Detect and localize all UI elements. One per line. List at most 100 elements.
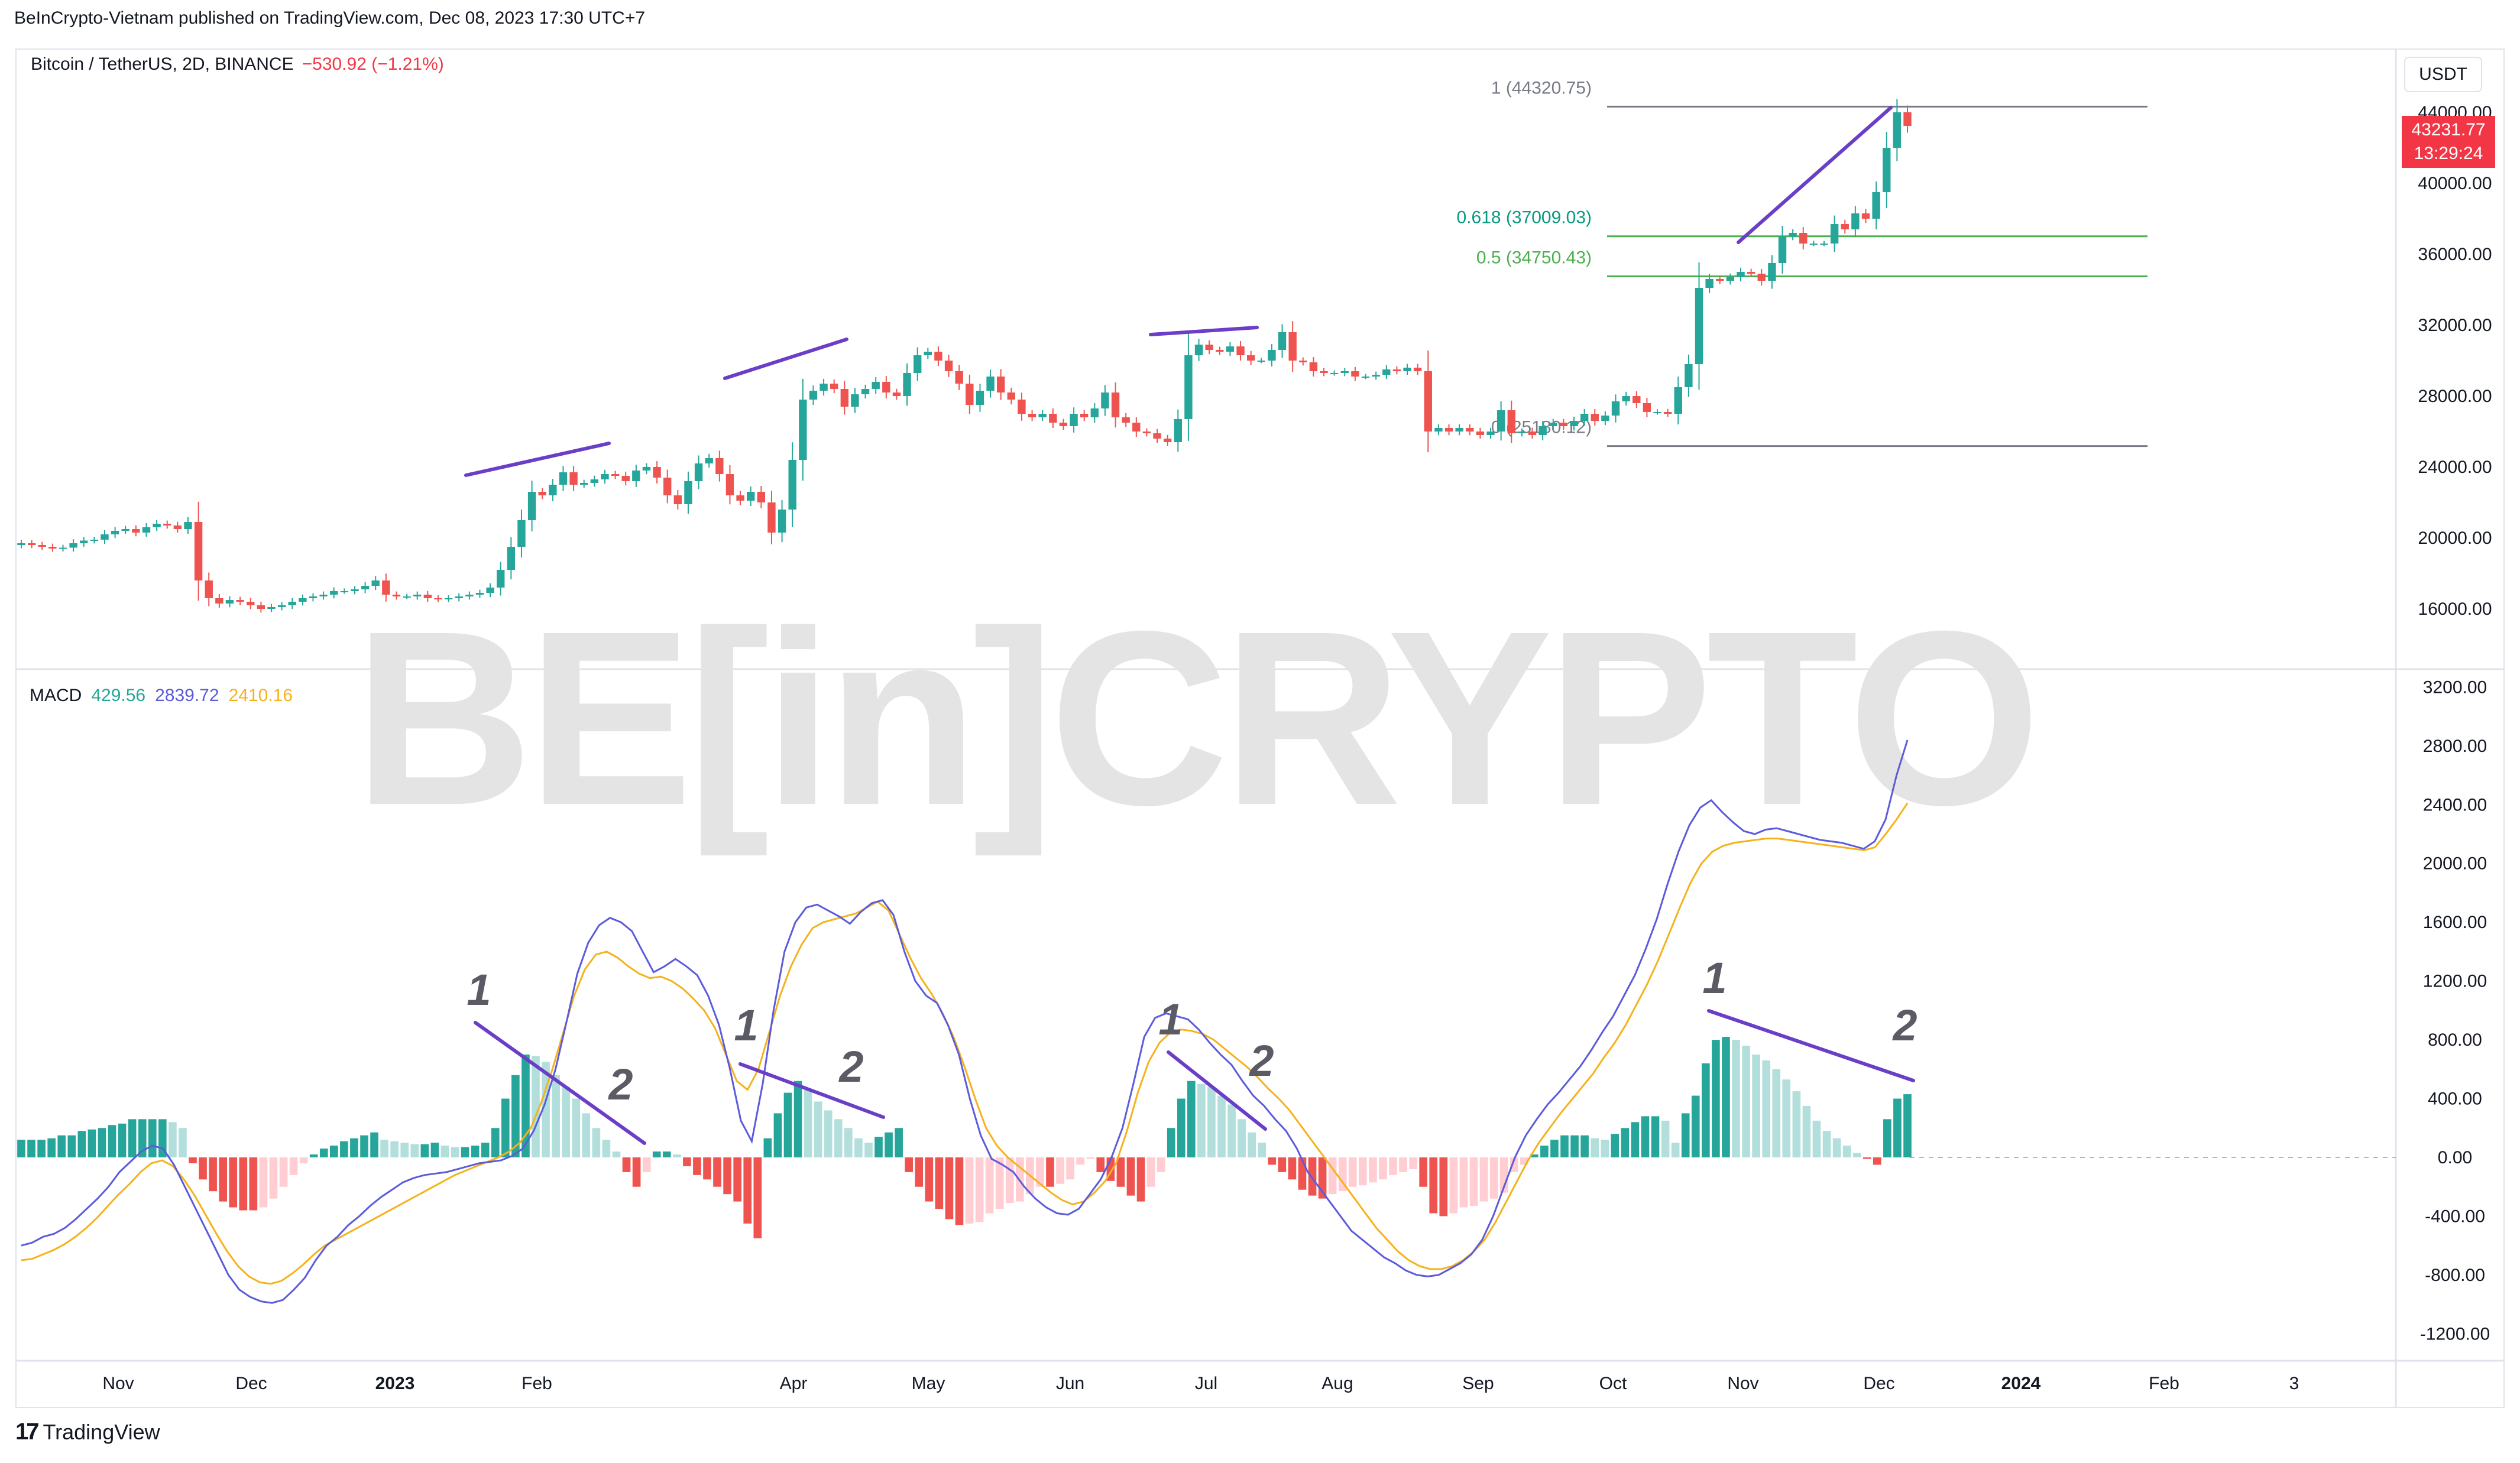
candle-body: [267, 607, 276, 609]
histogram-bar: [763, 1138, 772, 1157]
candle-body: [247, 602, 255, 605]
candle-body: [611, 474, 620, 476]
histogram-bar: [935, 1157, 944, 1209]
candle-body: [632, 471, 640, 481]
candle-body: [225, 600, 234, 604]
histogram-bar: [1822, 1131, 1831, 1157]
histogram-bar: [733, 1157, 741, 1202]
candle-body: [1018, 400, 1026, 414]
candle-body: [757, 492, 766, 502]
histogram-bar: [1812, 1120, 1821, 1157]
candle-body: [351, 589, 359, 591]
histogram-bar: [1066, 1157, 1074, 1180]
candle-body: [1497, 410, 1505, 432]
candle-body: [1903, 112, 1912, 126]
histogram-bar: [189, 1157, 197, 1163]
histogram-bar: [1308, 1157, 1317, 1196]
macd-tick-label: -1200.00: [2420, 1324, 2490, 1344]
candle-body: [288, 602, 296, 605]
candle-body: [778, 510, 786, 533]
histogram-bar: [148, 1119, 157, 1157]
divergence-label: 2: [1891, 1001, 1917, 1050]
histogram-bar: [1379, 1157, 1387, 1180]
histogram-bar: [209, 1157, 217, 1192]
candle-body: [1340, 371, 1349, 373]
tradingview-logo[interactable]: 17 TradingView: [15, 1419, 160, 1445]
histogram-bar: [440, 1146, 449, 1157]
histogram-bar: [1580, 1135, 1589, 1157]
candle-body: [934, 352, 942, 361]
candle-body: [80, 540, 88, 543]
candle-body: [1799, 233, 1808, 244]
candle-body: [413, 595, 422, 596]
candle-body: [1309, 362, 1318, 371]
histogram-bar: [975, 1157, 984, 1222]
histogram-bar: [1046, 1157, 1054, 1187]
candle-body: [1611, 401, 1620, 416]
candle-body: [1809, 244, 1818, 245]
candle-body: [580, 483, 588, 485]
histogram-bar: [1238, 1119, 1246, 1157]
candle-body: [1820, 244, 1828, 245]
histogram-bar: [783, 1092, 792, 1157]
histogram-bar: [1540, 1146, 1549, 1157]
publisher-line: BeInCrypto-Vietnam published on TradingV…: [14, 8, 646, 28]
histogram-bar: [905, 1157, 913, 1172]
candle-body: [1257, 361, 1265, 362]
histogram-bar: [420, 1144, 429, 1157]
histogram-bar: [1752, 1054, 1760, 1157]
macd-tick-label: 1200.00: [2423, 972, 2487, 991]
candle-body: [621, 476, 630, 481]
histogram-bar: [1661, 1120, 1670, 1157]
candle-body: [1591, 414, 1599, 421]
histogram-bar: [451, 1147, 459, 1157]
histogram-bar: [1167, 1128, 1175, 1157]
histogram-bar: [915, 1157, 924, 1187]
candle-body: [90, 540, 99, 541]
candle-body: [1538, 426, 1547, 435]
candle-body: [767, 502, 776, 533]
candle-body: [1685, 364, 1693, 387]
histogram-bar: [1712, 1040, 1720, 1157]
histogram-bar: [350, 1138, 358, 1157]
candle-body: [1559, 423, 1568, 426]
candle-body: [475, 593, 484, 595]
candle-body: [882, 382, 890, 392]
histogram-bar: [562, 1086, 570, 1157]
candle-body: [913, 355, 922, 373]
candle-body: [1028, 414, 1036, 417]
candle-body: [277, 605, 286, 607]
candle-body: [1549, 423, 1557, 426]
histogram-bar: [219, 1157, 227, 1202]
histogram-bar: [169, 1122, 177, 1157]
candle-body: [1507, 410, 1515, 433]
candle-body: [1643, 403, 1651, 412]
histogram-bar: [864, 1143, 873, 1157]
fib-level-label: 1 (44320.75): [1491, 78, 1592, 98]
candle-body: [153, 524, 161, 527]
time-tick-label: Feb: [2149, 1374, 2179, 1393]
time-tick-label: Oct: [1599, 1374, 1627, 1393]
histogram-bar: [1005, 1157, 1014, 1204]
divergence-label: 1: [734, 1001, 758, 1050]
histogram-bar: [673, 1154, 681, 1157]
candle-body: [121, 529, 129, 531]
bar-countdown: 13:29:24: [2414, 144, 2483, 163]
candle-body: [1299, 361, 1307, 362]
currency-selector[interactable]: USDT: [2404, 57, 2482, 92]
time-tick-label: Nov: [102, 1374, 134, 1393]
histogram-bar: [1489, 1157, 1498, 1199]
histogram-bar: [1116, 1157, 1125, 1187]
macd-tick-label: 400.00: [2428, 1089, 2482, 1109]
candle-body: [507, 547, 516, 570]
histogram-bar: [1702, 1063, 1710, 1157]
candle-body: [569, 472, 578, 485]
candle-body: [872, 382, 880, 389]
histogram-bar: [108, 1125, 116, 1157]
tradingview-icon: 17: [15, 1419, 39, 1445]
histogram-bar: [723, 1157, 731, 1195]
macd-line: [21, 739, 1909, 1304]
time-tick-label: Aug: [1321, 1374, 1353, 1393]
histogram-bar: [522, 1054, 530, 1157]
